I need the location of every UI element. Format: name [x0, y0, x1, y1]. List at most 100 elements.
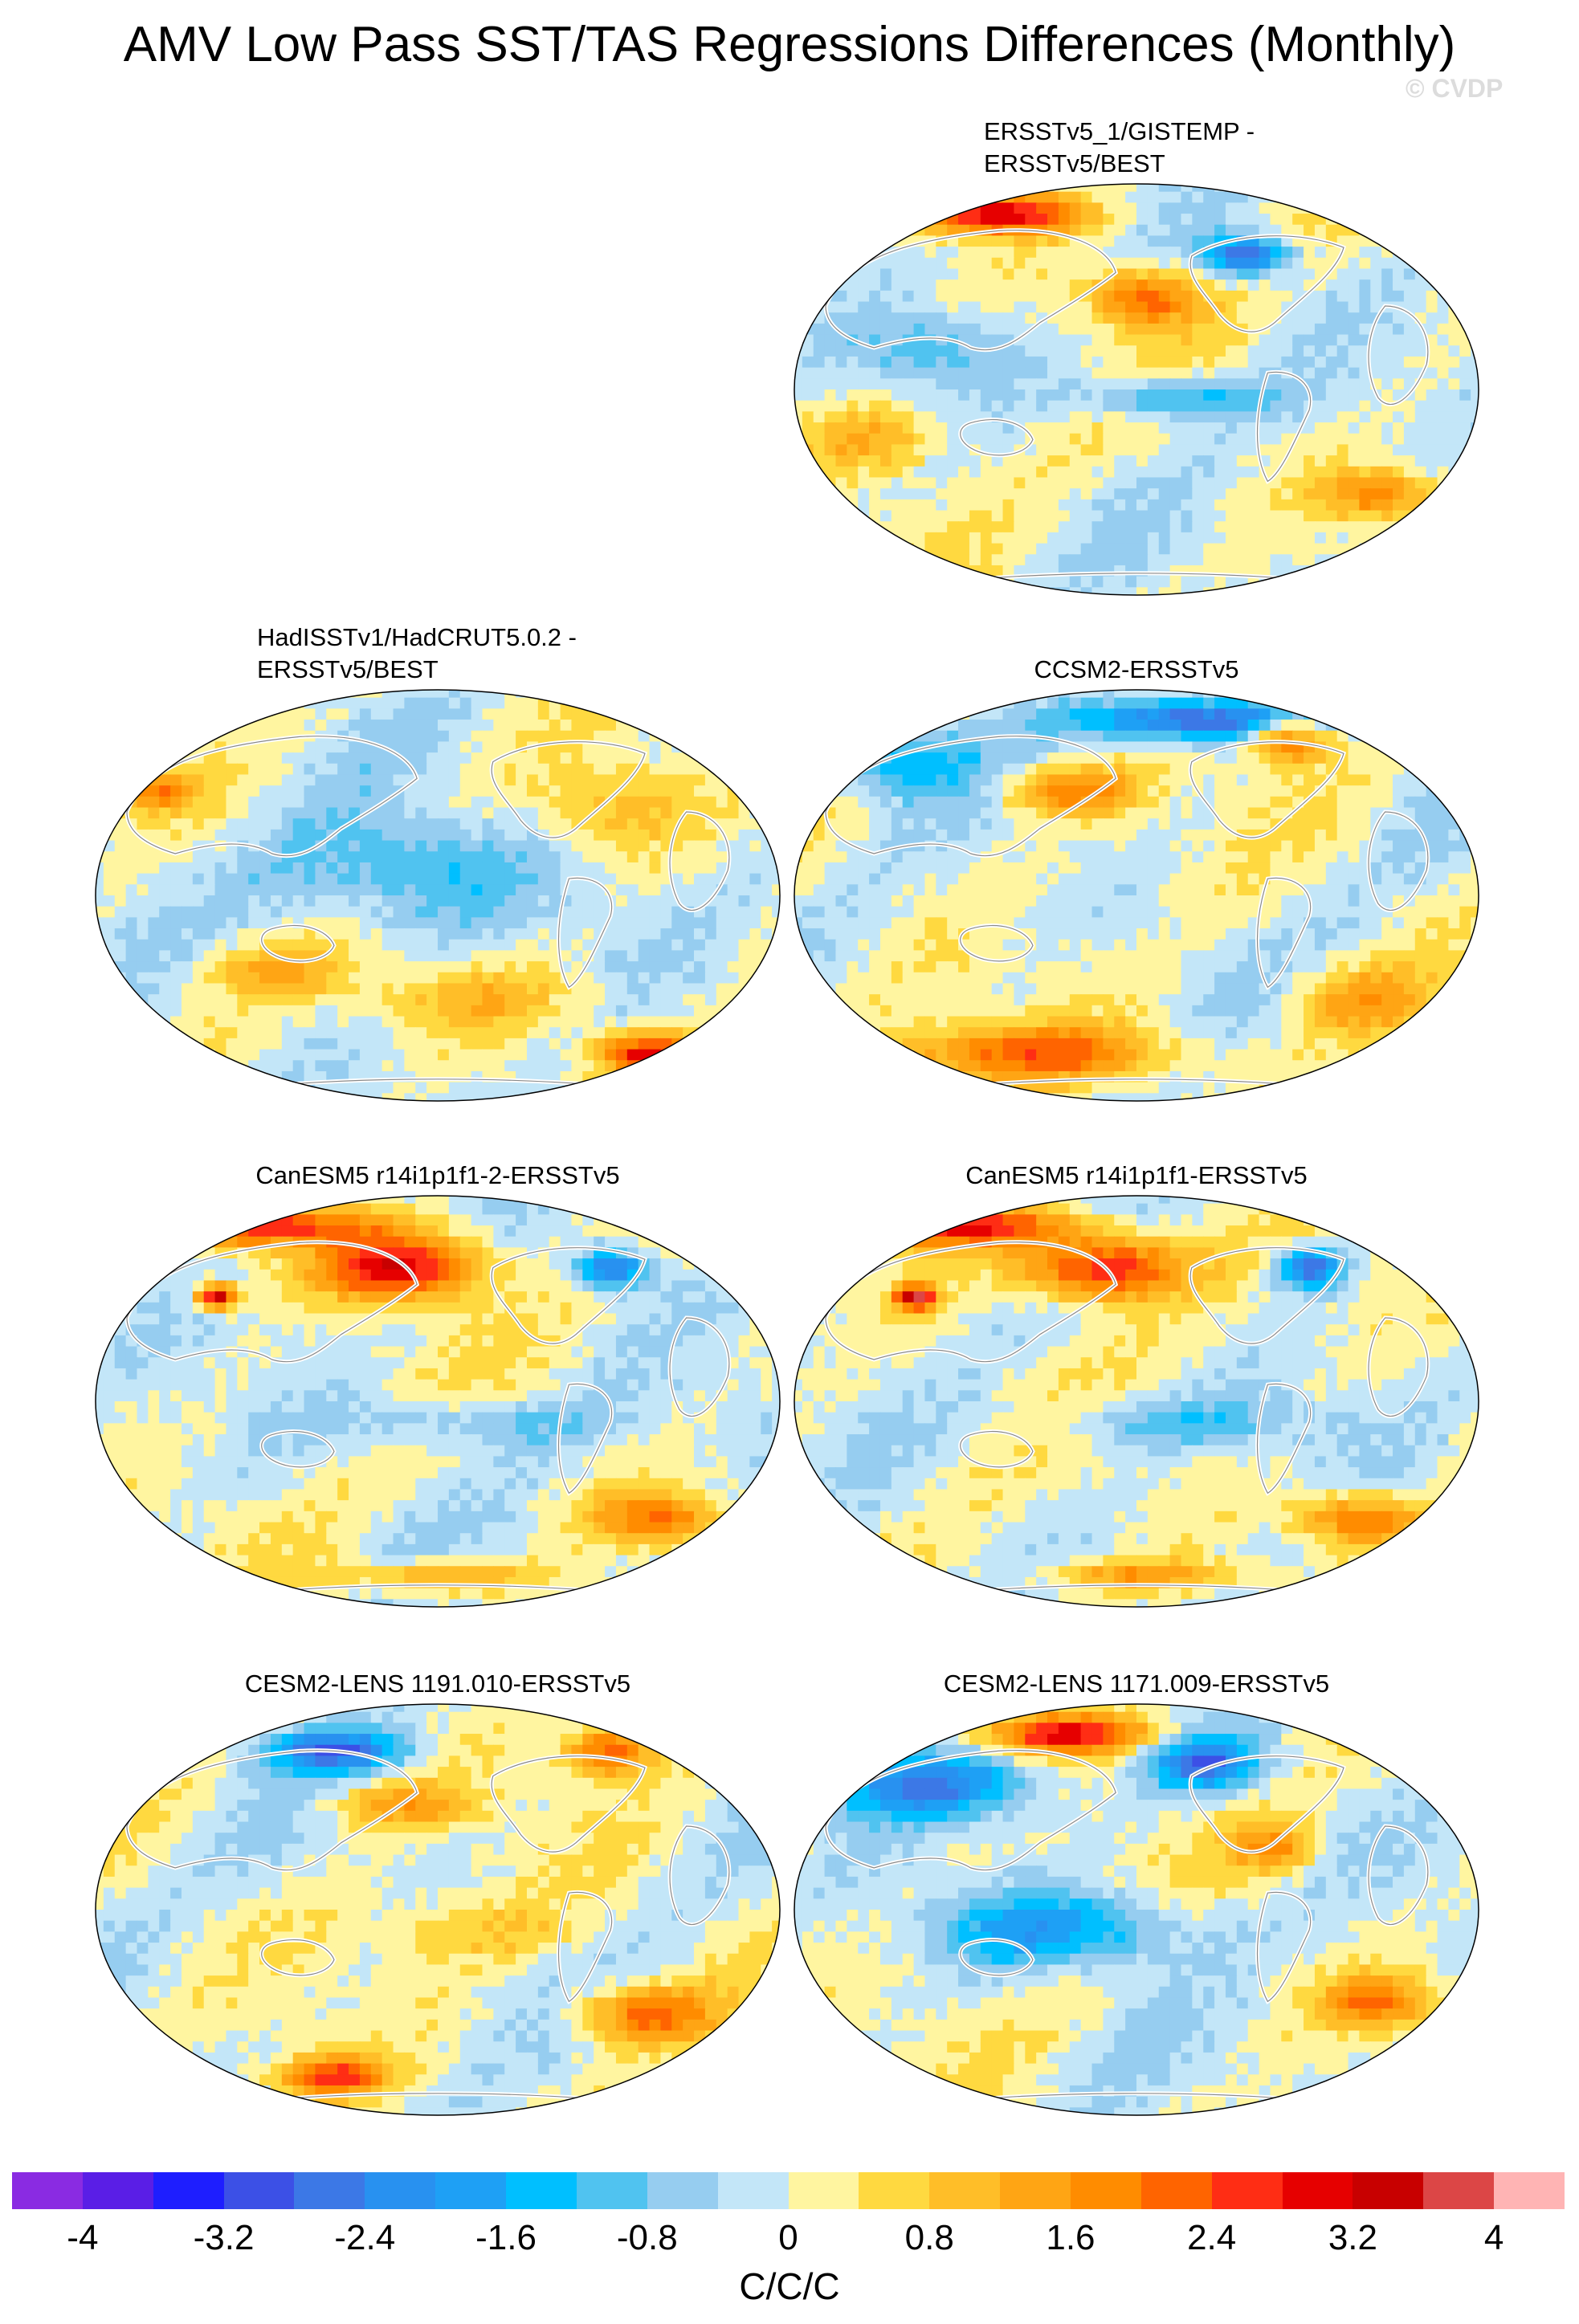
- field-cell: [1336, 224, 1349, 237]
- field-cell: [181, 1038, 194, 1050]
- field-cell: [1414, 565, 1427, 577]
- field-cell: [660, 818, 672, 830]
- field-cell: [237, 690, 249, 699]
- field-cell: [1158, 411, 1171, 423]
- field-cell: [1103, 224, 1115, 237]
- field-cell: [924, 389, 936, 402]
- field-cell: [537, 873, 550, 885]
- field-cell: [248, 873, 260, 885]
- field-cell: [660, 807, 672, 819]
- field-cell: [1169, 720, 1182, 732]
- field-cell: [1359, 312, 1371, 324]
- field-cell: [125, 697, 138, 709]
- field-cell: [1080, 378, 1093, 390]
- field-cell: [292, 895, 305, 907]
- field-cell: [393, 708, 405, 720]
- field-cell: [214, 752, 227, 764]
- field-cell: [824, 191, 837, 203]
- field-cell: [448, 1049, 461, 1061]
- field-cell: [1169, 488, 1182, 500]
- field-cell: [359, 950, 372, 962]
- field-cell: [125, 1060, 138, 1072]
- field-cell: [114, 1027, 127, 1039]
- field-cell: [1147, 367, 1160, 379]
- field-cell: [716, 928, 728, 940]
- field-cell: [1036, 268, 1048, 280]
- field-cell: [847, 411, 859, 423]
- field-cell: [438, 906, 450, 918]
- field-cell: [1381, 224, 1393, 237]
- field-cell: [1359, 422, 1371, 434]
- field-cell: [824, 247, 837, 259]
- field-cell: [103, 906, 116, 918]
- field-cell: [426, 906, 439, 918]
- field-cell: [192, 690, 205, 699]
- field-cell: [471, 873, 483, 885]
- field-cell: [727, 884, 740, 896]
- field-cell: [359, 720, 372, 732]
- field-cell: [270, 697, 283, 709]
- field-cell: [1169, 214, 1182, 226]
- field-cell: [1125, 378, 1137, 390]
- field-cell: [1359, 499, 1371, 512]
- field-cell: [1181, 323, 1193, 336]
- field-cell: [315, 785, 327, 797]
- field-cell: [716, 851, 728, 863]
- field-cell: [749, 1038, 761, 1050]
- field-cell: [192, 1070, 205, 1083]
- field-cell: [626, 1049, 639, 1061]
- field-cell: [1281, 411, 1293, 423]
- field-cell: [1047, 214, 1059, 226]
- field-cell: [605, 851, 617, 863]
- field-cell: [1336, 444, 1349, 456]
- field-cell: [259, 917, 271, 929]
- field-cell: [1080, 323, 1093, 336]
- field-cell: [835, 367, 847, 379]
- field-cell: [694, 862, 706, 875]
- field-cell: [549, 1070, 561, 1083]
- field-cell: [835, 576, 847, 588]
- field-cell: [359, 906, 372, 918]
- field-cell: [237, 1093, 249, 1101]
- field-cell: [493, 983, 505, 995]
- field-cell: [404, 939, 416, 952]
- field-cell: [1069, 697, 1082, 709]
- field-cell: [214, 690, 227, 699]
- field-cell: [1136, 191, 1149, 203]
- field-cell: [1125, 247, 1137, 259]
- field-cell: [671, 1049, 683, 1061]
- field-cell: [615, 1070, 628, 1083]
- field-cell: [214, 829, 227, 842]
- field-cell: [1304, 224, 1316, 237]
- field-cell: [958, 257, 970, 270]
- panel-ccsm2: CCSM2-ERSSTv5: [791, 618, 1482, 1116]
- field-cell: [824, 565, 837, 577]
- field-cell: [1336, 400, 1349, 412]
- field-cell: [1403, 499, 1416, 512]
- field-cell: [1080, 224, 1093, 237]
- field-cell: [1471, 532, 1479, 544]
- field-cell: [315, 752, 327, 764]
- field-cell: [304, 994, 316, 1006]
- field-cell: [1281, 356, 1293, 369]
- field-cell: [270, 807, 283, 819]
- field-cell: [694, 917, 706, 929]
- field-cell: [1281, 532, 1293, 544]
- field-cell: [824, 202, 837, 214]
- field-cell: [1181, 214, 1193, 226]
- field-cell: [1414, 184, 1427, 193]
- field-cell: [359, 983, 372, 995]
- field-cell: [969, 521, 981, 533]
- field-cell: [772, 906, 780, 918]
- field-cell: [292, 690, 305, 699]
- field-cell: [170, 1060, 182, 1072]
- field-cell: [459, 873, 472, 885]
- field-cell: [660, 796, 672, 809]
- field-cell: [170, 818, 182, 830]
- field-cell: [772, 939, 780, 952]
- field-cell: [1437, 554, 1449, 566]
- field-cell: [96, 697, 104, 709]
- field-cell: [1014, 510, 1026, 522]
- field-cell: [1459, 477, 1471, 489]
- field-cell: [835, 477, 847, 489]
